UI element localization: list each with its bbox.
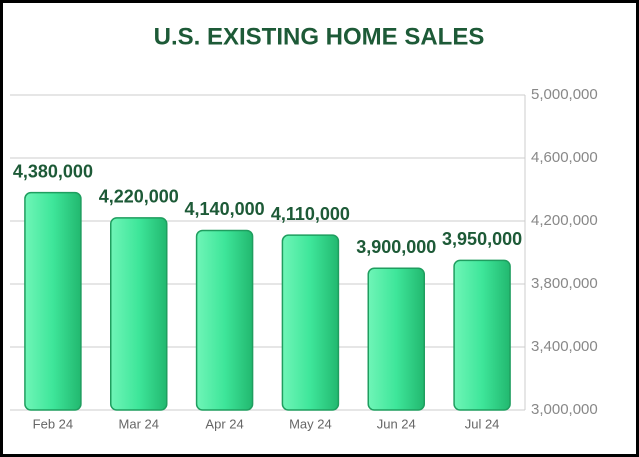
bar	[195, 229, 254, 411]
bar	[110, 217, 168, 411]
x-tick-label: Jul 24	[465, 416, 500, 431]
y-tick-label: 5,000,000	[531, 86, 598, 103]
value-label: 4,140,000	[185, 199, 265, 219]
y-tick-label: 4,600,000	[531, 149, 598, 166]
chart: U.S. EXISTING HOME SALES 3,000,000 3,400,…	[10, 23, 598, 431]
value-label: 3,950,000	[442, 229, 522, 249]
bar	[367, 267, 425, 411]
x-tick-label: Jun 24	[377, 416, 416, 431]
value-label: 4,380,000	[13, 161, 93, 181]
value-label: 4,110,000	[271, 204, 350, 224]
y-tick-label: 3,000,000	[531, 401, 598, 418]
x-tick-label: Apr 24	[205, 416, 243, 431]
frame: U.S. EXISTING HOME SALES 3,000,000 3,400,…	[3, 3, 636, 454]
x-tick-label: Feb 24	[33, 416, 73, 431]
bar	[281, 234, 340, 411]
bar	[453, 259, 511, 411]
x-tick-label: May 24	[289, 416, 332, 431]
y-tick-label: 3,400,000	[531, 338, 598, 355]
value-label: 3,900,000	[356, 237, 436, 257]
value-label: 4,220,000	[99, 187, 179, 207]
y-tick-label: 3,800,000	[531, 275, 598, 292]
bar	[24, 191, 82, 411]
x-tick-label: Mar 24	[119, 416, 159, 431]
chart-title: U.S. EXISTING HOME SALES	[154, 23, 485, 50]
y-tick-label: 4,200,000	[531, 212, 598, 229]
